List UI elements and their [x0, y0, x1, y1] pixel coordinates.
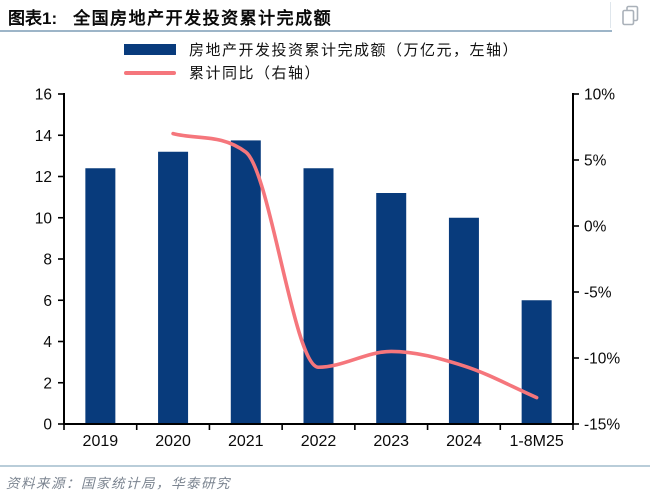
- copy-chart-button[interactable]: [618, 3, 642, 27]
- legend-item-line: 累计同比（右轴）: [124, 61, 650, 84]
- bar-2019: [85, 168, 116, 424]
- chart-legend: 房地产开发投资累计完成额（万亿元，左轴） 累计同比（右轴）: [0, 32, 650, 84]
- line-series-swatch: [124, 70, 176, 75]
- bar-2021: [230, 140, 261, 424]
- x-label-2023: 2023: [373, 433, 409, 450]
- chart-canvas: 0 2 4 6 8 10 12 14 16 -15% -10% -5% 0% 5% 10% 2019 2020 2…: [35, 87, 621, 451]
- page-title: 全国房地产开发投资累计完成额: [73, 8, 333, 28]
- bar-1-8M25: [521, 300, 552, 424]
- x-label-2022: 2022: [301, 433, 337, 450]
- figure-number: 图表1:: [8, 8, 58, 28]
- left-tick-label: 8: [43, 252, 52, 269]
- right-tick-label: -10%: [584, 351, 620, 368]
- copy-page-icon: [622, 5, 639, 26]
- line-series-label: 累计同比（右轴）: [189, 65, 322, 82]
- figure-footer: 资料来源：国家统计局，华泰研究: [0, 465, 650, 493]
- x-label-2024: 2024: [446, 433, 482, 450]
- header-divider: [610, 2, 611, 28]
- left-tick-label: 12: [35, 169, 52, 186]
- bar-2020: [158, 151, 189, 424]
- right-tick-label: 0%: [584, 219, 607, 236]
- x-label-2020: 2020: [155, 433, 191, 450]
- left-tick-label: 14: [35, 128, 53, 145]
- chart-area: 0 2 4 6 8 10 12 14 16 -15% -10% -5% 0% 5% 10% 2019 2020 2…: [0, 84, 650, 465]
- right-tick-label: -15%: [584, 417, 620, 434]
- left-tick-label: 2: [43, 375, 52, 392]
- bar-2024: [448, 217, 479, 424]
- bar-2023: [376, 193, 407, 424]
- legend-item-bar: 房地产开发投资累计完成额（万亿元，左轴）: [124, 38, 650, 61]
- x-label-2019: 2019: [83, 433, 119, 450]
- x-label-2021: 2021: [228, 433, 264, 450]
- source-note: 资料来源：国家统计局，华泰研究: [6, 476, 231, 491]
- figure-header: 图表1: 全国房地产开发投资累计完成额: [0, 0, 612, 32]
- left-tick-label: 16: [35, 87, 52, 104]
- yoy-line: [171, 131, 539, 400]
- bar-series-label: 房地产开发投资累计完成额（万亿元，左轴）: [189, 42, 520, 59]
- right-tick-label: 5%: [584, 153, 607, 170]
- right-tick-label: 10%: [584, 87, 615, 104]
- bar-series-swatch: [124, 44, 176, 55]
- left-tick-label: 0: [43, 417, 52, 434]
- left-tick-label: 6: [43, 293, 52, 310]
- left-tick-label: 4: [43, 334, 52, 351]
- bar-2022: [303, 168, 334, 424]
- left-tick-label: 10: [35, 210, 53, 227]
- right-tick-label: -5%: [584, 285, 612, 302]
- x-label-1-8M25: 1-8M25: [510, 433, 564, 450]
